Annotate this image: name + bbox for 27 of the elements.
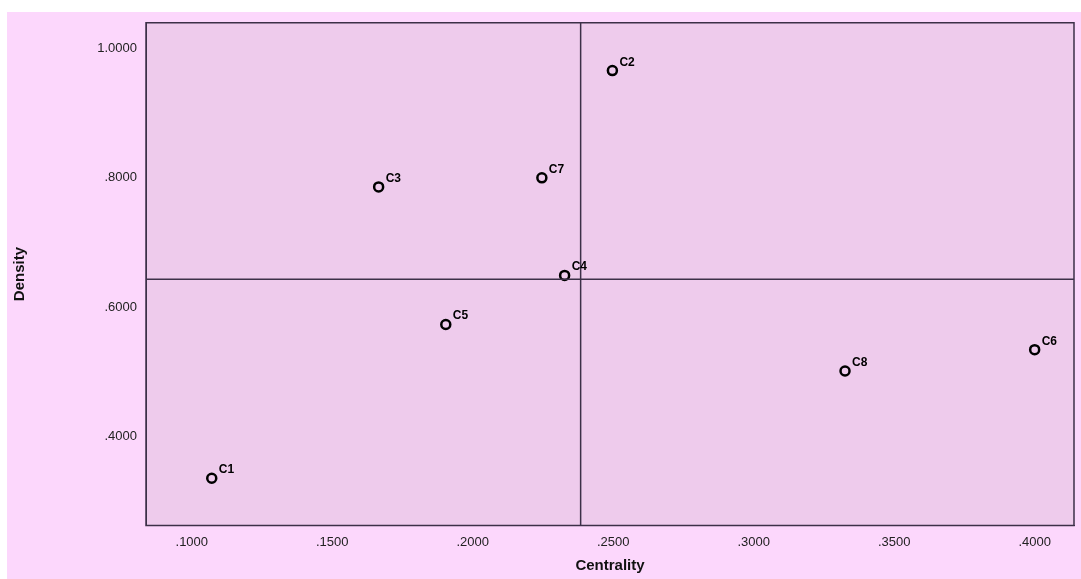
x-tick-label: .3500 xyxy=(877,533,911,549)
annotation: C1 xyxy=(218,462,235,477)
point xyxy=(372,181,385,193)
x-tick-label: .4000 xyxy=(1018,533,1051,549)
point xyxy=(606,64,619,77)
point xyxy=(839,365,851,377)
point xyxy=(205,472,218,484)
x-axis-title: Centrality xyxy=(575,556,646,574)
annotation: C6 xyxy=(1041,333,1058,348)
annotation: C2 xyxy=(619,54,636,69)
point xyxy=(440,318,452,331)
x-tick-label: .2500 xyxy=(596,533,630,549)
y-axis-title: Density xyxy=(10,246,28,302)
point xyxy=(536,172,548,184)
annotation: C7 xyxy=(548,161,565,176)
x-tick-label: .1500 xyxy=(316,533,349,549)
y-tick-label: .8000 xyxy=(104,169,137,185)
point xyxy=(1028,343,1041,356)
annotation: C8 xyxy=(852,355,868,369)
annotation: C3 xyxy=(385,170,402,185)
x-tick-label: .2000 xyxy=(456,533,490,549)
y-tick-label: .4000 xyxy=(104,427,137,443)
annotation: C5 xyxy=(452,308,469,323)
y-tick-label: .6000 xyxy=(104,298,137,314)
x-tick-label: .3000 xyxy=(737,533,770,549)
x-tick-label: .1000 xyxy=(175,533,209,549)
y-tick-label: 1.0000 xyxy=(97,40,137,56)
